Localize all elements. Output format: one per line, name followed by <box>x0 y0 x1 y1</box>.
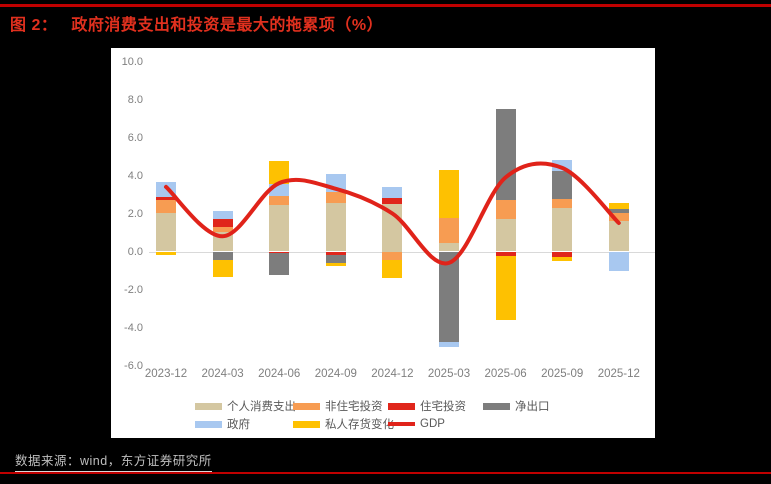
bar-segment <box>439 251 459 342</box>
x-tick-label: 2025-12 <box>597 368 640 380</box>
bar-segment <box>552 207 573 252</box>
legend-item: 住宅投资 <box>388 400 466 413</box>
bar-segment <box>552 257 573 261</box>
bar-segment <box>552 170 573 200</box>
bar-segment <box>269 196 290 205</box>
figure-title-text: 政府消费支出和投资是最大的拖累项（%） <box>71 17 384 34</box>
bar-segment <box>156 182 176 198</box>
legend-swatch <box>293 402 320 410</box>
bar-segment <box>325 191 346 204</box>
x-tick-label: 2023-12 <box>144 368 188 380</box>
bar-segment <box>156 200 176 213</box>
bar-segment <box>608 212 629 222</box>
bar-segment <box>325 262 346 266</box>
legend-label: 净出口 <box>515 401 550 413</box>
legend-label: 非住宅投资 <box>325 401 383 413</box>
bar-segment <box>212 226 233 232</box>
bar-segment <box>495 256 516 320</box>
bar-segment <box>269 184 290 197</box>
bar-segment <box>269 204 290 252</box>
y-tick-label: 2.0 <box>127 207 143 220</box>
x-tick-label: 2024-12 <box>371 368 414 380</box>
x-tick-label: 2024-09 <box>314 368 357 380</box>
legend-label: 私人存货变化 <box>325 419 394 431</box>
chart-panel: 10.0 8.0 6.0 4.0 2.0 0.0 -2.0 -4.0 -6.0 2023-12 20… <box>111 48 655 438</box>
legend-swatch <box>388 402 415 410</box>
bar-segment <box>156 212 176 252</box>
bar-segment <box>212 210 233 220</box>
bar-segment <box>439 169 459 219</box>
bar-segment <box>382 198 403 204</box>
legend-label: 住宅投资 <box>420 401 466 413</box>
legend-swatch <box>195 402 222 410</box>
bar-segment <box>608 221 629 252</box>
legend-label: 政府 <box>227 419 250 431</box>
legend-item: GDP <box>388 418 445 430</box>
bar-segment <box>439 242 459 252</box>
bar-segment <box>495 200 516 220</box>
bar-segment <box>495 219 516 252</box>
bar-segment <box>156 197 176 201</box>
legend-label: 个人消费支出 <box>227 401 296 413</box>
legend-line-swatch <box>388 422 415 426</box>
bar-segment <box>608 208 629 213</box>
figure-title: 图 2： 政府消费支出和投资是最大的拖累项（%） <box>10 11 383 35</box>
bar-segment <box>382 251 403 261</box>
legend-item: 非住宅投资 <box>293 400 383 413</box>
x-tick-label: 2024-03 <box>201 368 244 380</box>
bar-segment <box>439 341 459 347</box>
legend-item: 私人存货变化 <box>293 418 394 431</box>
bar-segment <box>212 219 233 227</box>
y-tick-label: -2.0 <box>124 283 143 296</box>
bar-segment <box>382 186 403 199</box>
legend-item: 净出口 <box>483 400 550 413</box>
source-note: 数据来源：wind，东方证券研究所 <box>15 450 212 472</box>
bar-segment <box>212 251 233 261</box>
bottom-rule <box>0 472 771 474</box>
bar-segment <box>439 218 459 243</box>
legend-label: GDP <box>420 418 445 430</box>
x-tick-label: 2025-03 <box>427 368 471 380</box>
bar-segment <box>325 255 346 263</box>
legend-swatch <box>195 420 222 428</box>
bar-segment <box>269 161 290 185</box>
y-tick-label: -4.0 <box>124 321 143 334</box>
y-tick-label: 6.0 <box>127 131 143 144</box>
bar-segment <box>552 199 573 208</box>
bar-segment <box>325 173 346 192</box>
y-tick-label: -6.0 <box>124 359 143 372</box>
bar-segment <box>212 260 233 278</box>
figure-number: 图 2： <box>10 17 58 34</box>
x-tick-label: 2024-06 <box>258 368 301 380</box>
y-tick-label: 4.0 <box>127 169 143 182</box>
x-tick-label: 2025-09 <box>541 368 584 380</box>
legend-swatch <box>293 420 320 428</box>
y-tick-label: 10.0 <box>121 55 143 68</box>
top-rule <box>0 4 771 7</box>
bar-segment <box>212 231 233 252</box>
bar-segment <box>608 251 629 271</box>
bar-segment <box>495 109 516 201</box>
bar-segment <box>382 204 403 252</box>
legend-item: 政府 <box>195 418 250 431</box>
y-tick-label: 8.0 <box>127 93 143 106</box>
bar-segment <box>382 260 403 279</box>
bar-segment <box>269 253 290 276</box>
bar-segment <box>608 203 629 209</box>
bar-segment <box>552 160 573 171</box>
legend-item: 个人消费支出 <box>195 400 296 413</box>
bar-segment <box>325 203 346 252</box>
legend-swatch <box>483 402 510 410</box>
bar-segment <box>156 251 176 256</box>
x-tick-label: 2025-06 <box>484 368 527 380</box>
y-tick-label: 0.0 <box>127 245 143 258</box>
